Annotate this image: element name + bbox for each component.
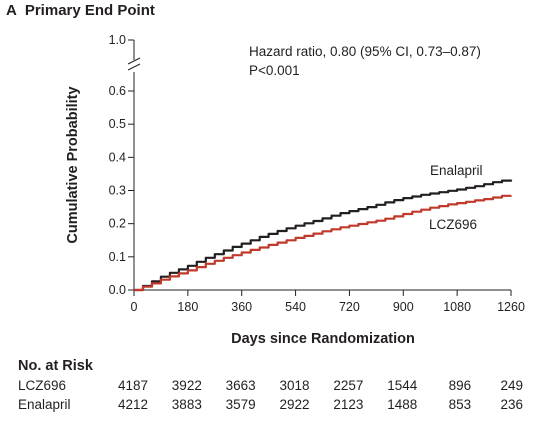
y-tick-label: 0.4 [109, 150, 126, 164]
series-label-lcz696: LCZ696 [429, 217, 477, 232]
y-tick-label: 0.3 [109, 184, 126, 198]
y-tick-label: 0.6 [109, 84, 126, 98]
series-curve-enalapril [134, 179, 513, 292]
risk-cell: 3883 [171, 397, 202, 412]
risk-table-title: No. at Risk [18, 358, 93, 374]
risk-row-label: Enalapril [18, 397, 71, 412]
series-label-enalapril: Enalapril [430, 163, 483, 178]
series-layer [134, 179, 513, 292]
y-axis-title: Cumulative Probability [65, 86, 81, 243]
x-axis-title: Days since Randomization [231, 331, 415, 347]
risk-cell: 2922 [279, 397, 310, 412]
axis-break-mark [127, 63, 141, 71]
x-tick-label: 540 [285, 300, 306, 314]
risk-cell: 4212 [117, 397, 148, 412]
risk-cell: 3579 [225, 397, 256, 412]
risk-row-label: LCZ696 [18, 378, 67, 393]
x-tick-label: 360 [231, 300, 252, 314]
risk-cell: 249 [500, 378, 523, 393]
panel-title: Primary End Point [24, 2, 155, 19]
ticks: 0.0 0.1 0.2 0.3 0.4 0.5 0.6 1.0 0 180 360 540 720 900… [109, 33, 525, 314]
risk-row-lcz696: LCZ696 4187 3922 3663 3018 2257 1544 896 249 [18, 378, 523, 397]
risk-cell: 853 [448, 397, 472, 412]
axes [127, 40, 511, 291]
y-tick-label-top: 1.0 [109, 33, 126, 47]
risk-cell: 2123 [333, 397, 364, 412]
x-tick-label: 1080 [443, 300, 471, 314]
y-tick-label: 0.0 [109, 283, 126, 297]
risk-cell: 3018 [279, 378, 310, 393]
y-tick-label: 0.1 [109, 250, 126, 264]
x-tick-label: 900 [393, 300, 414, 314]
x-tick-label: 0 [131, 300, 138, 314]
p-value-text: P<0.001 [249, 63, 300, 78]
x-tick-label: 1260 [497, 300, 525, 314]
risk-cell: 896 [448, 378, 472, 393]
y-tick-label: 0.5 [109, 117, 126, 131]
risk-cell: 2257 [333, 378, 364, 393]
axis-break-mark [127, 57, 141, 65]
x-tick-label: 180 [177, 300, 198, 314]
x-tick-label: 720 [339, 300, 360, 314]
risk-cell: 3663 [225, 378, 256, 393]
y-tick-label: 0.2 [109, 217, 126, 231]
risk-cell: 236 [500, 397, 523, 412]
risk-row-enalapril: Enalapril 4212 3883 3579 2922 2123 1488 853 236 [18, 397, 523, 416]
series-curve-lcz696 [134, 194, 513, 292]
risk-table: No. at Risk LCZ696 4187 3922 3663 3018 2257 1… [18, 358, 523, 416]
panel-letter: A [6, 2, 17, 19]
hazard-ratio-text: Hazard ratio, 0.80 (95% CI, 0.73–0.87) [249, 44, 481, 59]
risk-cell: 3922 [171, 378, 202, 393]
risk-cell: 4187 [117, 378, 148, 393]
risk-cell: 1544 [387, 378, 418, 393]
panel-heading: A Primary End Point [6, 2, 155, 19]
risk-cell: 1488 [387, 397, 418, 412]
